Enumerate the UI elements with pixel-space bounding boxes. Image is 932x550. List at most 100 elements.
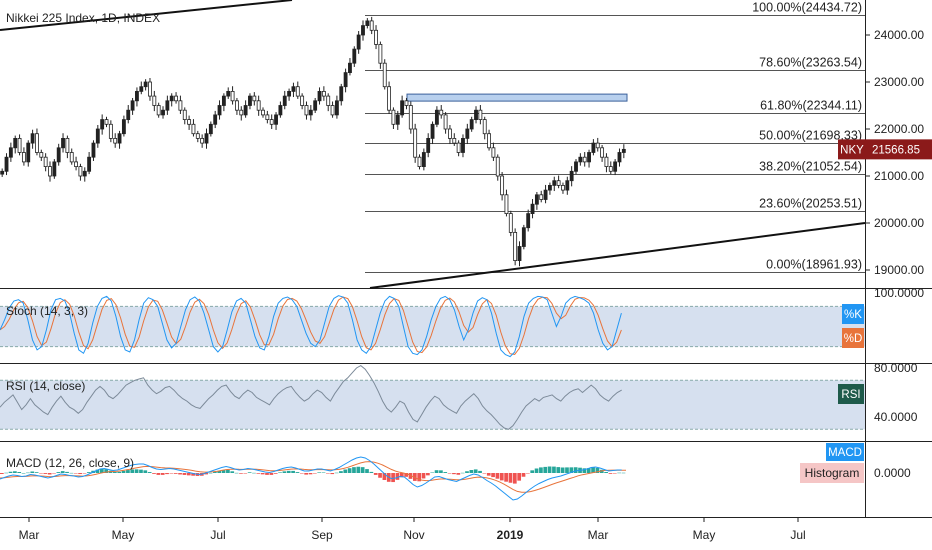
macd-histogram-bar	[8, 471, 13, 473]
macd-histogram-bar	[152, 473, 156, 474]
candle-body	[230, 91, 235, 102]
rsi-line	[0, 364, 622, 430]
candle-body	[8, 147, 13, 158]
macd-histogram-bar	[378, 473, 382, 478]
candle-body	[482, 119, 487, 135]
fib-label: 23.60%(20253.51)	[759, 197, 862, 211]
candle-body	[0, 170, 5, 175]
macd-histogram-bar	[452, 473, 456, 475]
macd-histogram-bar	[334, 472, 339, 474]
macd-histogram-bar	[30, 471, 35, 473]
symbol-tag-label: NKY	[840, 144, 864, 156]
candle-body	[265, 114, 270, 121]
candle-body	[404, 100, 409, 106]
macd-histogram-bar	[382, 473, 387, 480]
macd-histogram-bar	[217, 470, 222, 473]
candle-body	[361, 25, 365, 36]
candle-body	[130, 100, 135, 111]
macd-label: MACD (12, 26, close, 9)	[6, 456, 134, 470]
macd-histogram-bar	[247, 472, 252, 473]
macd-histogram-bar	[426, 473, 430, 476]
macd-histogram-bar	[539, 467, 543, 473]
macd-histogram-bar	[39, 473, 43, 474]
candle-body	[400, 100, 405, 116]
stoch-panel[interactable]: 100.0000 %K %D	[0, 286, 924, 358]
candle-body	[304, 105, 309, 116]
candle-body	[4, 156, 9, 172]
time-tick-label: May	[693, 528, 716, 542]
stoch-d-badge-label: %D	[844, 333, 863, 345]
candle-body	[161, 109, 165, 116]
candle-body	[274, 114, 278, 125]
candle-body	[69, 152, 74, 163]
candle-body	[91, 142, 96, 158]
macd-histogram-bar	[608, 473, 613, 474]
panel-frames	[0, 0, 932, 518]
macd-histogram-bar	[221, 470, 226, 473]
price-tick-label: 19000.00	[874, 263, 924, 277]
macd-histogram-bar	[78, 473, 82, 475]
candle-body	[135, 91, 139, 102]
candle-body	[395, 114, 400, 125]
rsi-label: RSI (14, close)	[6, 379, 85, 393]
candle-body	[578, 156, 583, 163]
macd-histogram-bar	[521, 473, 526, 477]
candle-body	[217, 105, 222, 116]
macd-histogram-bar	[173, 473, 178, 474]
macd-histogram-bar	[43, 473, 48, 474]
candle-body	[430, 123, 435, 139]
macd-histogram-bar	[204, 473, 209, 475]
candle-body	[261, 109, 265, 116]
candle-body	[61, 137, 65, 149]
macd-histogram-bar	[26, 472, 30, 474]
candle-body	[104, 119, 109, 125]
candle-body	[365, 20, 370, 26]
candle-body	[574, 161, 578, 172]
macd-histogram-bar	[469, 470, 474, 473]
macd-histogram-bar	[552, 466, 556, 473]
macd-panel[interactable]: 0.0000 MACD Histogram	[0, 443, 911, 501]
fib-label: 61.80%(22344.11)	[760, 99, 862, 113]
trendline-upper	[0, 0, 293, 31]
macd-histogram-bar	[569, 467, 574, 473]
macd-histogram-bar	[495, 473, 500, 479]
candle-body	[500, 175, 505, 196]
macd-histogram-bar	[139, 469, 143, 473]
stoch-tick-label: 100.0000	[874, 286, 924, 300]
rsi-band	[0, 380, 865, 430]
macd-histogram-bar	[534, 468, 539, 473]
candle-body	[452, 137, 457, 144]
candle-body	[95, 128, 100, 144]
macd-histogram-bar	[260, 473, 265, 475]
macd-histogram-bar	[430, 472, 435, 473]
candle-body	[334, 100, 339, 116]
candle-body	[269, 119, 274, 125]
macd-histogram-bar	[304, 473, 309, 475]
candle-body	[174, 95, 178, 102]
rsi-panel[interactable]: 80.0000 40.0000 RSI	[0, 361, 918, 430]
macd-histogram-bar	[456, 473, 461, 475]
macd-histogram-bar	[530, 470, 535, 473]
candle-body	[187, 119, 192, 125]
macd-histogram-bar	[226, 469, 230, 473]
macd-histogram-bar	[460, 472, 465, 474]
price-panel[interactable]: 100.00%(24434.72) 78.60%(23263.54) 61.80%(…	[0, 0, 932, 289]
candle-body	[474, 109, 478, 120]
macd-histogram-bar	[399, 473, 404, 478]
stoch-band	[0, 306, 865, 347]
time-axis[interactable]: Mar May Jul Sep Nov 2019 Mar May Jul	[19, 518, 806, 542]
macd-badge	[826, 443, 864, 461]
macd-histogram-bar	[295, 472, 300, 473]
macd-histogram-bar	[230, 471, 235, 473]
macd-histogram-bar	[0, 473, 4, 474]
candle-body	[604, 156, 609, 167]
candle-body	[117, 133, 122, 144]
macd-histogram-bar	[182, 473, 187, 475]
candle-body	[278, 105, 283, 116]
stoch-d-line	[0, 296, 622, 355]
macd-histogram-bar	[143, 470, 148, 473]
macd-histogram-bar	[317, 472, 322, 473]
candle-body	[282, 95, 287, 106]
candle-body	[152, 95, 157, 106]
